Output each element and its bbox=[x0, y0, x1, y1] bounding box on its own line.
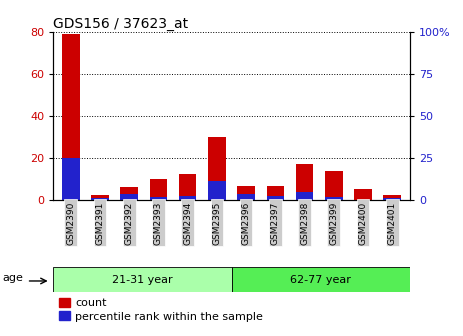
Text: GSM2394: GSM2394 bbox=[183, 201, 192, 245]
Text: age: age bbox=[3, 274, 24, 284]
Bar bbox=[238, 194, 255, 200]
Text: GSM2398: GSM2398 bbox=[300, 201, 309, 245]
Bar bbox=[91, 195, 109, 200]
Bar bbox=[383, 198, 401, 200]
Bar bbox=[354, 190, 372, 200]
Bar bbox=[296, 164, 313, 200]
Text: 62-77 year: 62-77 year bbox=[290, 275, 351, 285]
Bar bbox=[208, 181, 225, 200]
Text: GSM2399: GSM2399 bbox=[329, 201, 338, 245]
Text: GSM2392: GSM2392 bbox=[125, 201, 134, 245]
Bar bbox=[325, 197, 343, 200]
Bar bbox=[62, 34, 80, 200]
Bar bbox=[91, 198, 109, 200]
Bar bbox=[267, 186, 284, 200]
Bar bbox=[208, 137, 225, 200]
Bar bbox=[296, 192, 313, 200]
Bar bbox=[383, 195, 401, 200]
Text: GSM2395: GSM2395 bbox=[213, 201, 221, 245]
Bar bbox=[179, 174, 196, 200]
Text: GSM2397: GSM2397 bbox=[271, 201, 280, 245]
Bar bbox=[150, 179, 167, 200]
Bar bbox=[238, 186, 255, 200]
Bar bbox=[232, 267, 410, 292]
Bar bbox=[53, 267, 232, 292]
Bar bbox=[120, 187, 138, 200]
Text: GSM2400: GSM2400 bbox=[358, 201, 368, 245]
Text: GSM2396: GSM2396 bbox=[242, 201, 250, 245]
Bar bbox=[179, 196, 196, 200]
Text: 21-31 year: 21-31 year bbox=[112, 275, 173, 285]
Bar bbox=[120, 194, 138, 200]
Bar bbox=[267, 196, 284, 200]
Legend: count, percentile rank within the sample: count, percentile rank within the sample bbox=[59, 298, 263, 322]
Bar bbox=[62, 158, 80, 200]
Bar bbox=[150, 197, 167, 200]
Text: GSM2390: GSM2390 bbox=[66, 201, 75, 245]
Text: GSM2391: GSM2391 bbox=[95, 201, 105, 245]
Text: GDS156 / 37623_at: GDS156 / 37623_at bbox=[53, 17, 188, 31]
Text: GSM2393: GSM2393 bbox=[154, 201, 163, 245]
Text: GSM2401: GSM2401 bbox=[388, 201, 397, 245]
Bar bbox=[325, 170, 343, 200]
